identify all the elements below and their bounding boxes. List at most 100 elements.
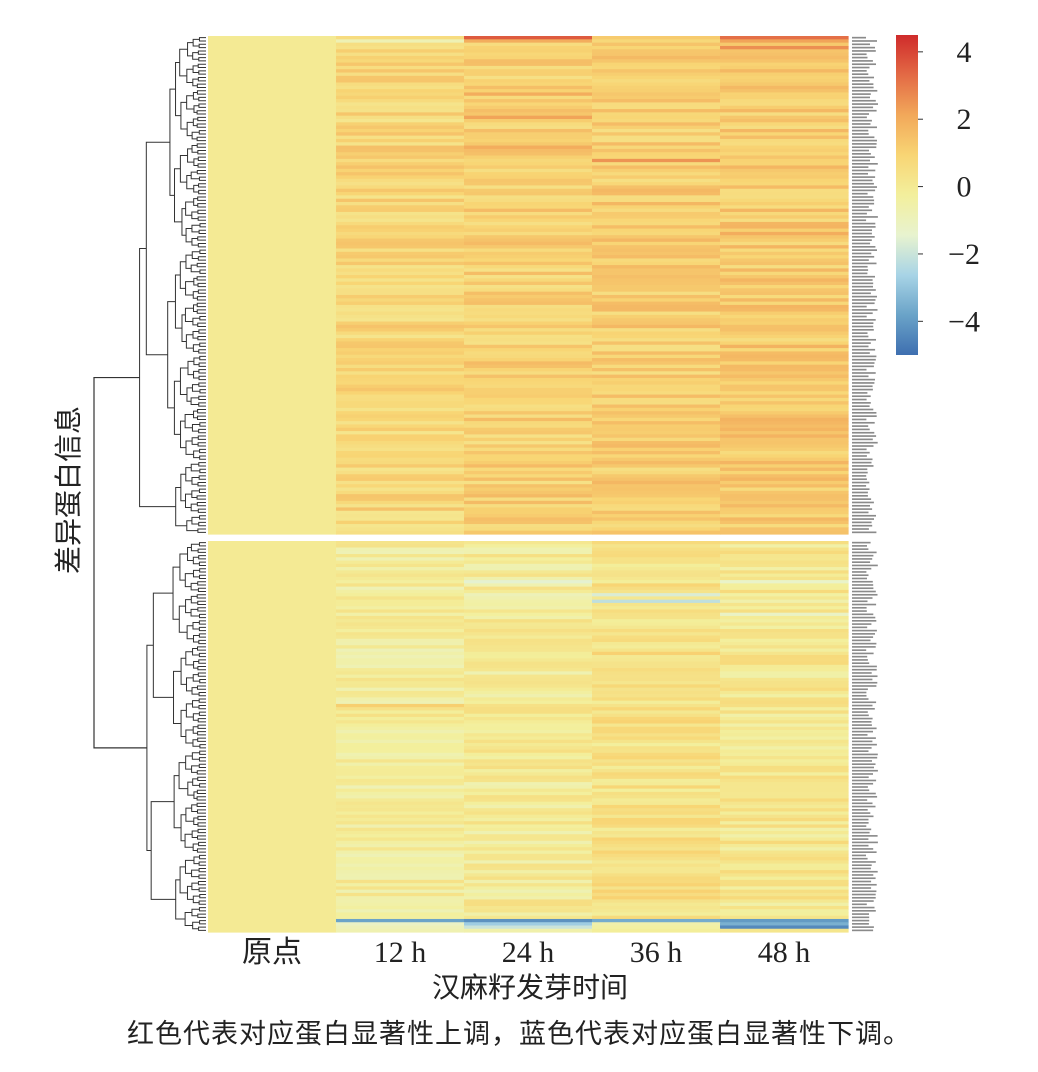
heatmap-cell: [336, 314, 465, 319]
heatmap-cell: [208, 128, 337, 133]
heatmap-cell: [208, 477, 337, 482]
heatmap-cell: [592, 328, 721, 333]
heatmap-cell: [592, 746, 721, 751]
row-label-mark: [852, 707, 875, 710]
heatmap-cell: [464, 583, 593, 588]
heatmap-cell: [336, 707, 465, 712]
heatmap-cell: [592, 275, 721, 279]
dendrogram-link: [198, 329, 206, 334]
heatmap-cell: [592, 138, 721, 143]
heatmap-cell: [208, 474, 337, 479]
heatmap-cell: [336, 850, 465, 855]
heatmap-cell: [208, 344, 337, 349]
heatmap-cell: [336, 798, 465, 803]
dendrogram-link: [199, 468, 206, 474]
heatmap-cell: [592, 557, 721, 562]
heatmap-cell: [720, 710, 849, 715]
heatmap-cell: [720, 876, 849, 881]
heatmap-cell: [336, 158, 465, 163]
heatmap-cell: [208, 703, 337, 708]
heatmap-cell: [208, 42, 337, 47]
heatmap-cell: [336, 918, 465, 923]
heatmap-cell: [464, 447, 593, 452]
heatmap-cell: [592, 268, 721, 273]
heatmap-cell: [208, 749, 337, 754]
heatmap-cell: [720, 89, 849, 94]
heatmap-cell: [720, 504, 849, 509]
heatmap-cell: [464, 185, 593, 190]
heatmap-cell: [208, 664, 337, 669]
heatmap-cell: [720, 684, 849, 689]
heatmap-cell: [720, 371, 849, 376]
heatmap-cell: [720, 599, 849, 604]
heatmap-cell: [208, 168, 337, 173]
row-label-mark: [852, 600, 868, 603]
heatmap-cell: [720, 109, 849, 113]
heatmap-cell: [720, 142, 849, 147]
heatmap-cell: [720, 434, 849, 439]
heatmap-cell: [208, 668, 337, 672]
heatmap-cell: [208, 132, 337, 137]
heatmap-cell: [464, 756, 593, 760]
heatmap-cell: [336, 241, 465, 246]
heatmap-cell: [592, 902, 721, 907]
heatmap-cell: [592, 105, 721, 110]
heatmap-cell: [208, 328, 337, 333]
heatmap-cell: [208, 401, 337, 406]
heatmap-cell: [464, 726, 593, 731]
heatmap-cell: [464, 417, 593, 422]
heatmap-cell: [720, 668, 849, 672]
heatmap-cell: [464, 361, 593, 366]
heatmap-cell: [208, 251, 337, 256]
heatmap-cell: [208, 573, 337, 578]
row-label-mark: [852, 408, 874, 411]
heatmap-cell: [464, 808, 593, 813]
row-label-mark: [852, 425, 869, 427]
heatmap-cell: [208, 39, 337, 44]
heatmap-cell: [336, 681, 465, 685]
heatmap-cell: [336, 658, 465, 663]
row-label-mark: [852, 345, 869, 348]
heatmap-cell: [720, 671, 849, 676]
row-label-mark: [852, 593, 878, 596]
heatmap-cell: [464, 294, 593, 299]
dendrogram-link: [199, 744, 206, 749]
heatmap-cell: [464, 364, 593, 369]
heatmap-cell: [592, 703, 721, 708]
row-label-mark: [852, 864, 872, 867]
heatmap-cell: [464, 168, 593, 173]
row-label-mark: [852, 99, 876, 102]
heatmap-cell: [464, 778, 593, 783]
heatmap-cell: [336, 79, 465, 84]
row-label-mark: [852, 415, 877, 417]
row-label-mark: [852, 385, 873, 388]
row-label-mark: [852, 116, 867, 119]
heatmap-cell: [336, 278, 465, 283]
heatmap-cell: [720, 798, 849, 803]
heatmap-cell: [208, 318, 337, 323]
dendrogram-link: [191, 804, 198, 812]
heatmap-cell: [464, 795, 593, 800]
heatmap-cell: [720, 122, 849, 127]
heatmap-cell: [208, 155, 337, 160]
heatmap-cell: [336, 876, 465, 881]
heatmap-cell: [464, 873, 593, 878]
heatmap-cell: [592, 788, 721, 793]
heatmap-cell: [592, 625, 721, 630]
row-label-mark: [852, 176, 876, 178]
heatmap-cell: [720, 477, 849, 482]
heatmap-cell: [464, 377, 593, 382]
dendrogram-link: [199, 750, 206, 755]
heatmap-cell: [592, 729, 721, 734]
heatmap-cell: [336, 602, 465, 607]
row-label-mark: [852, 610, 867, 612]
heatmap-cell: [720, 205, 849, 210]
column-label: 原点: [242, 936, 302, 969]
heatmap-cell: [592, 218, 721, 223]
heatmap-cell: [592, 821, 721, 826]
heatmap-cell: [336, 265, 465, 269]
heatmap-cell: [464, 570, 593, 575]
heatmap-cell: [336, 168, 465, 173]
heatmap-cell: [720, 374, 849, 379]
heatmap-cell: [464, 261, 593, 266]
